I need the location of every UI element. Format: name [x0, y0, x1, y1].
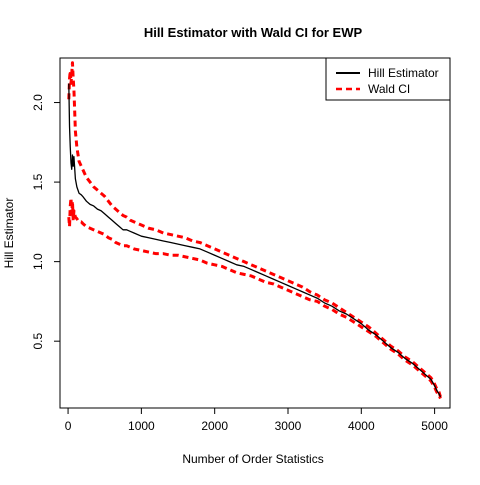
legend-hill-label: Hill Estimator [368, 66, 439, 80]
legend-box [325, 57, 451, 101]
hill-estimator-line [68, 83, 442, 398]
y-tick-label: 0.5 [31, 333, 45, 350]
y-axis: 0.5 1.0 1.5 2.0 [31, 94, 61, 350]
x-tick-label: 0 [65, 419, 72, 433]
y-axis-label: Hill Estimator [2, 198, 16, 269]
legend: Hill Estimator Wald CI [325, 57, 451, 101]
x-tick-label: 5000 [421, 419, 448, 433]
series-layer [67, 61, 442, 400]
x-tick-label: 1000 [128, 419, 155, 433]
x-tick-label: 4000 [348, 419, 375, 433]
x-axis: 0 1000 2000 3000 4000 5000 [65, 407, 448, 433]
y-tick-label: 1.0 [31, 253, 45, 270]
wald-ci-upper-line [67, 61, 442, 398]
wald-ci-lower-line [67, 196, 442, 400]
legend-wald-label: Wald CI [368, 82, 410, 96]
x-tick-label: 2000 [201, 419, 228, 433]
x-axis-label: Number of Order Statistics [182, 452, 323, 466]
x-tick-label: 3000 [275, 419, 302, 433]
y-tick-label: 2.0 [31, 94, 45, 111]
chart-title: Hill Estimator with Wald CI for EWP [144, 25, 363, 40]
y-tick-label: 1.5 [31, 173, 45, 190]
